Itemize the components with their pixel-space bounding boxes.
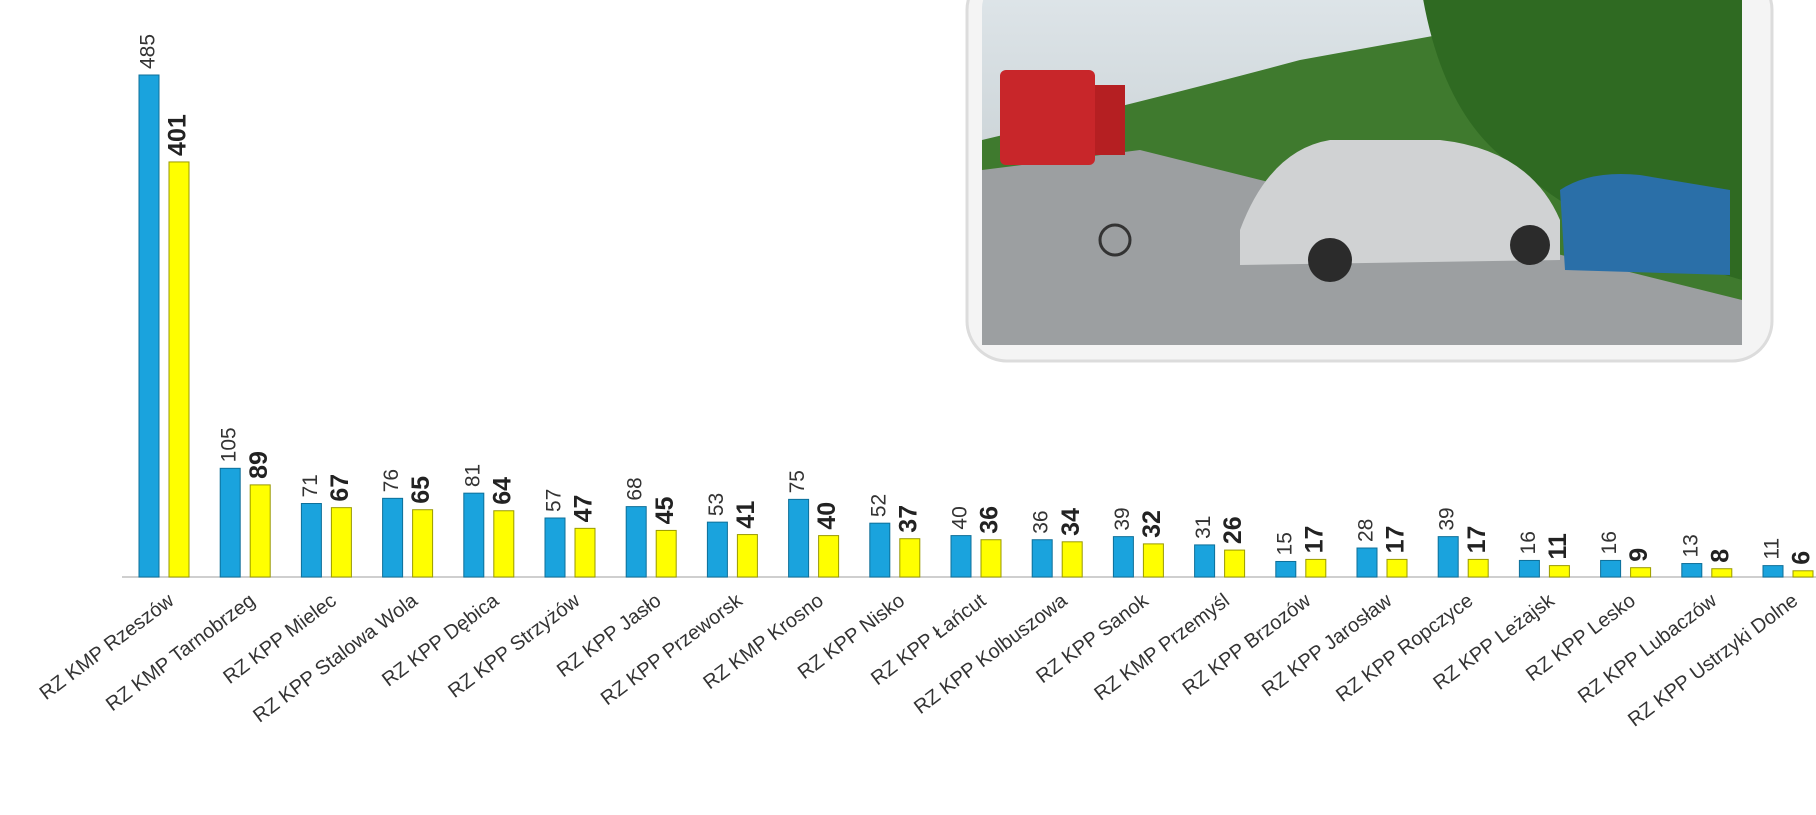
value-label: 9: [1625, 548, 1653, 562]
x-tick-label: RZ KPP Lubaczów: [1574, 589, 1721, 708]
x-tick-label: RZ KPP Kolbuszowa: [910, 589, 1072, 719]
value-label: 76: [380, 469, 403, 492]
bar: [706, 521, 728, 578]
value-label: 36: [976, 506, 1004, 534]
bar: [788, 498, 810, 578]
photo: [965, 0, 1774, 363]
x-tick-label: RZ KPP Strzyżów: [444, 589, 584, 702]
value-label: 39: [1436, 507, 1459, 530]
value-label: 17: [1382, 526, 1410, 554]
bar: [493, 510, 515, 578]
x-tick-label: RZ KMP Tarnobrzeg: [102, 590, 259, 716]
value-label: 16: [1598, 531, 1621, 554]
bar: [818, 535, 840, 578]
value-label: 68: [624, 477, 647, 500]
value-label: 89: [245, 451, 273, 479]
bar: [574, 527, 596, 578]
value-label: 11: [1544, 533, 1572, 560]
value-label: 17: [1463, 526, 1491, 554]
value-label: 47: [570, 495, 598, 523]
bar: [219, 467, 241, 578]
bar: [1305, 558, 1327, 578]
value-label: 6: [1788, 551, 1816, 565]
bar: [1762, 565, 1784, 578]
value-label: 31: [1192, 516, 1215, 539]
bar: [138, 74, 160, 578]
value-label: 81: [461, 464, 484, 487]
bar: [1356, 547, 1378, 578]
value-label: 65: [407, 476, 435, 504]
bar: [625, 506, 647, 578]
bar: [899, 538, 921, 578]
bar: [1600, 559, 1622, 578]
bar: [1630, 567, 1652, 578]
value-label: 40: [949, 506, 972, 529]
value-label: 53: [705, 493, 728, 516]
value-label: 28: [1355, 519, 1378, 542]
value-label: 26: [1219, 516, 1247, 544]
value-label: 52: [867, 494, 890, 517]
value-label: 37: [894, 505, 922, 533]
x-tick-label: RZ KMP Przemyśl: [1090, 590, 1233, 706]
bar: [1194, 544, 1216, 578]
value-label: 64: [488, 477, 516, 505]
bar: [249, 484, 271, 578]
bar: [1467, 558, 1489, 578]
bar: [330, 507, 352, 578]
x-tick-label: RZ KMP Rzeszów: [36, 589, 179, 704]
bar: [463, 492, 485, 578]
value-label: 40: [813, 502, 841, 530]
bar: [1518, 559, 1540, 578]
bar: [980, 539, 1002, 578]
bar: [950, 535, 972, 578]
value-label: 57: [543, 489, 566, 512]
value-label: 8: [1706, 549, 1734, 563]
bar: [1681, 563, 1703, 578]
bar: [382, 497, 404, 578]
value-label: 105: [218, 427, 241, 462]
bar: [168, 161, 190, 578]
bar: [1792, 570, 1814, 578]
bar: [1711, 568, 1733, 578]
value-label: 17: [1300, 526, 1328, 554]
bar: [1224, 549, 1246, 578]
x-tick-label: RZ KPP Ropczyce: [1332, 590, 1477, 707]
bar: [1031, 539, 1053, 578]
bar: [1061, 541, 1083, 578]
value-label: 71: [299, 474, 322, 497]
value-label: 32: [1138, 510, 1166, 538]
bar: [544, 517, 566, 578]
value-label: 13: [1679, 534, 1702, 557]
bar: [1437, 536, 1459, 578]
x-tick-label: RZ KPP Przeworsk: [597, 589, 747, 710]
value-label: 11: [1761, 538, 1784, 560]
value-label: 16: [1517, 531, 1540, 554]
value-label: 45: [651, 497, 679, 525]
value-label: 485: [137, 34, 160, 69]
bar: [1386, 558, 1408, 578]
value-label: 34: [1057, 508, 1085, 536]
value-label: 41: [732, 501, 760, 529]
value-label: 401: [164, 114, 192, 156]
bar: [412, 509, 434, 578]
bar: [736, 534, 758, 578]
bar: [869, 522, 891, 578]
bar: [655, 529, 677, 578]
value-label: 15: [1273, 532, 1296, 555]
bar: [1548, 565, 1570, 578]
value-label: 67: [326, 474, 354, 502]
value-label: 75: [786, 470, 809, 493]
value-label: 36: [1030, 510, 1053, 533]
bar: [1142, 543, 1164, 578]
bar: [1275, 560, 1297, 578]
value-label: 39: [1111, 507, 1134, 530]
bar: [1112, 536, 1134, 578]
bar: [300, 503, 322, 578]
